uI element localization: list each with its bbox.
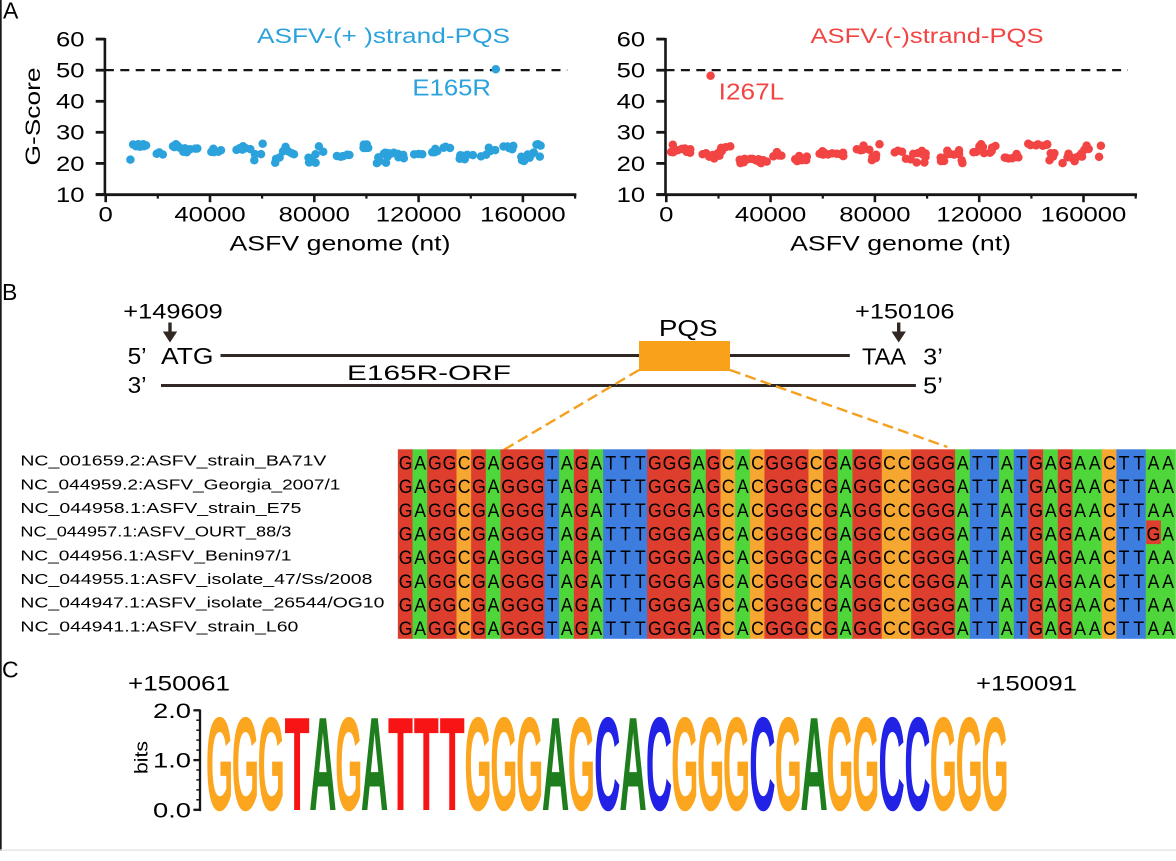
- svg-text:G: G: [671, 690, 698, 839]
- svg-text:G: G: [930, 690, 957, 839]
- svg-text:G: G: [258, 690, 285, 839]
- svg-text:+150106: +150106: [855, 300, 955, 324]
- svg-text:+150091: +150091: [976, 671, 1077, 695]
- svg-text:NC_044941.1:ASFV_strain_L60: NC_044941.1:ASFV_strain_L60: [20, 618, 298, 635]
- svg-text:ASFV-(+ )strand-PQS: ASFV-(+ )strand-PQS: [257, 25, 510, 48]
- svg-text:A: A: [3, 0, 19, 23]
- svg-text:bits: bits: [132, 741, 152, 774]
- svg-text:GAGGCGAGGGTAGATTTGGGAGCACGGGCG: GAGGCGAGGGTAGATTTGGGAGCACGGGCGAGGCCGGGAT…: [399, 594, 1175, 616]
- svg-text:G: G: [723, 690, 750, 839]
- svg-text:5’: 5’: [128, 343, 147, 369]
- svg-text:40: 40: [56, 91, 85, 114]
- svg-text:C: C: [904, 690, 930, 839]
- svg-text:+149609: +149609: [123, 300, 223, 324]
- svg-text:30: 30: [617, 122, 646, 145]
- svg-text:NC_044957.1:ASFV_OURT_88/3: NC_044957.1:ASFV_OURT_88/3: [20, 524, 291, 541]
- svg-text:A: A: [800, 689, 827, 839]
- svg-text:2.0: 2.0: [153, 700, 191, 723]
- svg-text:ASFV genome (nt): ASFV genome (nt): [230, 232, 451, 256]
- svg-text:C: C: [878, 690, 904, 839]
- svg-text:GAGGCGAGGGTAGATTTGGGAGCACGGGCG: GAGGCGAGGGTAGATTTGGGAGCACGGGCGAGGCCGGGAT…: [399, 618, 1175, 640]
- svg-text:T: T: [440, 690, 465, 839]
- svg-text:160000: 160000: [480, 204, 566, 227]
- svg-text:ASFV genome (nt): ASFV genome (nt): [790, 232, 1011, 256]
- svg-text:ASFV-(-)strand-PQS: ASFV-(-)strand-PQS: [811, 25, 1044, 48]
- svg-text:G: G: [956, 690, 983, 839]
- svg-text:T: T: [285, 690, 310, 839]
- svg-text:G: G: [697, 690, 724, 839]
- svg-text:C: C: [594, 690, 620, 839]
- svg-text:NC_044956.1:ASFV_Benin97/1: NC_044956.1:ASFV_Benin97/1: [20, 547, 291, 564]
- svg-text:T: T: [388, 690, 413, 839]
- svg-text:A: A: [542, 689, 569, 839]
- svg-text:G: G: [826, 690, 853, 839]
- svg-text:NC_044958.1:ASFV_strain_E75: NC_044958.1:ASFV_strain_E75: [20, 500, 301, 517]
- svg-text:GAGGCGAGGGTAGATTTGGGAGCACGGGCG: GAGGCGAGGGTAGATTTGGGAGCACGGGCGAGGCCGGGAT…: [399, 452, 1175, 474]
- svg-text:G: G: [206, 690, 233, 839]
- svg-text:60: 60: [56, 29, 85, 52]
- svg-text:NC_044955.1:ASFV_isolate_47/Ss: NC_044955.1:ASFV_isolate_47/Ss/2008: [20, 571, 372, 588]
- svg-text:GAGGCGAGGGTAGATTTGGGAGCACGGGCG: GAGGCGAGGGTAGATTTGGGAGCACGGGCGAGGCCGGGAT…: [399, 499, 1175, 521]
- svg-text:G: G: [568, 690, 595, 839]
- svg-text:3’: 3’: [128, 372, 147, 398]
- svg-text:50: 50: [617, 60, 646, 83]
- svg-text:C: C: [2, 657, 19, 683]
- svg-text:NC_044959.2:ASFV_Georgia_2007/: NC_044959.2:ASFV_Georgia_2007/1: [20, 476, 340, 493]
- svg-text:I267L: I267L: [719, 79, 785, 105]
- svg-text:80000: 80000: [839, 204, 910, 227]
- svg-text:50: 50: [56, 60, 85, 83]
- svg-text:C: C: [749, 690, 775, 839]
- svg-text:3’: 3’: [923, 344, 943, 370]
- svg-text:G: G: [232, 690, 259, 839]
- svg-text:NC_001659.2:ASFV_strain_BA71V: NC_001659.2:ASFV_strain_BA71V: [20, 453, 327, 470]
- svg-text:G-Score: G-Score: [21, 68, 45, 166]
- svg-text:A: A: [619, 689, 646, 839]
- svg-text:PQS: PQS: [659, 315, 718, 341]
- svg-text:G: G: [852, 690, 879, 839]
- svg-text:+150061: +150061: [128, 671, 230, 695]
- svg-text:120000: 120000: [376, 204, 462, 227]
- svg-text:10: 10: [617, 184, 646, 207]
- svg-text:G: G: [490, 690, 517, 839]
- svg-text:0.0: 0.0: [153, 799, 191, 822]
- svg-text:30: 30: [56, 122, 85, 145]
- svg-text:A: A: [309, 689, 336, 839]
- svg-text:120000: 120000: [936, 204, 1022, 227]
- svg-text:20: 20: [56, 153, 85, 176]
- svg-text:0: 0: [99, 204, 113, 227]
- svg-text:20: 20: [617, 153, 646, 176]
- svg-text:80000: 80000: [279, 204, 350, 227]
- svg-text:G: G: [335, 690, 362, 839]
- svg-text:E165R-ORF: E165R-ORF: [347, 361, 511, 385]
- svg-text:C: C: [646, 690, 672, 839]
- svg-text:B: B: [2, 279, 17, 305]
- svg-text:GAGGCGAGGGTAGATTTGGGAGCACGGGCG: GAGGCGAGGGTAGATTTGGGAGCACGGGCGAGGCCGGGAT…: [399, 475, 1175, 497]
- svg-text:TAA: TAA: [862, 344, 907, 370]
- svg-text:G: G: [775, 690, 802, 839]
- svg-text:G: G: [981, 690, 1008, 839]
- svg-text:GAGGCGAGGGTAGATTTGGGAGCACGGGCG: GAGGCGAGGGTAGATTTGGGAGCACGGGCGAGGCCGGGAT…: [399, 570, 1175, 592]
- svg-text:A: A: [361, 689, 388, 839]
- svg-text:NC_044947.1:ASFV_isolate_26544: NC_044947.1:ASFV_isolate_26544/OG10: [20, 595, 384, 612]
- svg-text:0: 0: [659, 204, 673, 227]
- svg-text:10: 10: [56, 184, 85, 207]
- svg-text:40000: 40000: [174, 204, 245, 227]
- svg-text:40000: 40000: [735, 204, 806, 227]
- svg-text:GAGGCGAGGGTAGATTTGGGAGCACGGGCG: GAGGCGAGGGTAGATTTGGGAGCACGGGCGAGGCCGGGAT…: [399, 547, 1175, 569]
- svg-text:GAGGCGAGGGTAGATTTGGGAGCACGGGCG: GAGGCGAGGGTAGATTTGGGAGCACGGGCGAGGCCGGGAT…: [399, 523, 1175, 545]
- svg-text:E165R: E165R: [412, 75, 491, 101]
- svg-text:5’: 5’: [923, 373, 943, 399]
- svg-text:ATG: ATG: [161, 343, 214, 369]
- svg-text:T: T: [414, 690, 439, 839]
- svg-text:G: G: [516, 690, 543, 839]
- svg-text:G: G: [464, 690, 491, 839]
- svg-text:60: 60: [617, 29, 646, 52]
- svg-text:160000: 160000: [1041, 204, 1127, 227]
- svg-text:40: 40: [617, 91, 646, 114]
- svg-text:1.0: 1.0: [153, 750, 191, 773]
